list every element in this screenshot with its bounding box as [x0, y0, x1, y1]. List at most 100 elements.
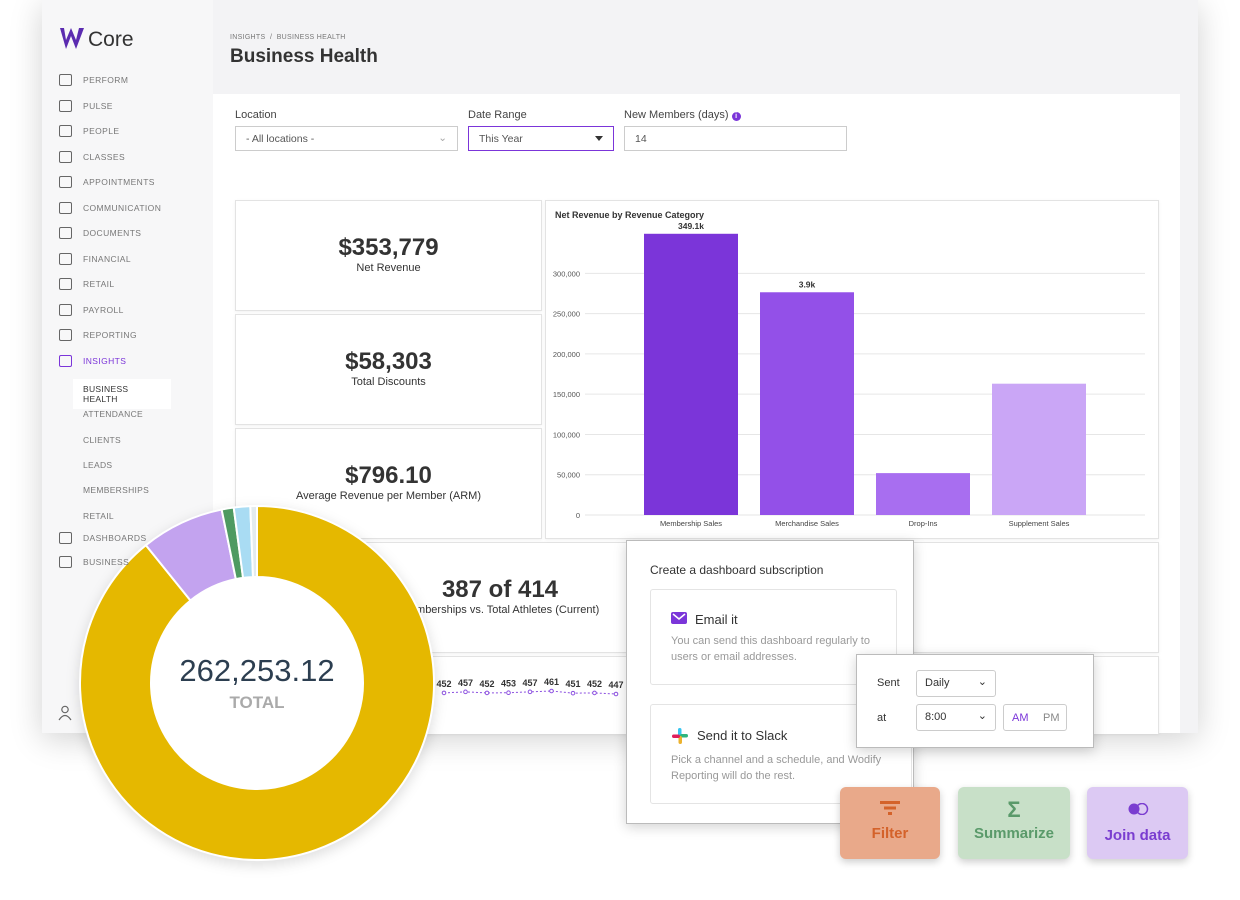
- location-select[interactable]: - All locations - ⌄: [235, 126, 458, 151]
- y-tick-label: 100,000: [553, 430, 580, 439]
- summarize-button[interactable]: Σ Summarize: [958, 787, 1070, 859]
- subnav-item[interactable]: RETAIL: [83, 510, 114, 521]
- bar: [760, 292, 854, 515]
- nav-icon: [59, 252, 72, 265]
- trend-chart: 452 457 452 453 457 461 451 452 447: [436, 677, 624, 697]
- subnav-item[interactable]: ATTENDANCE: [83, 409, 143, 420]
- at-label: at: [877, 712, 887, 724]
- nav-item[interactable]: BUSINESS: [83, 556, 130, 567]
- nav-item[interactable]: DASHBOARDS: [83, 532, 147, 543]
- bar-chart: Net Revenue by Revenue Category 0 50,000 10…: [553, 210, 1145, 528]
- button-label: Join data: [1104, 827, 1171, 844]
- trend-point: [613, 691, 619, 697]
- nav-icon: [59, 531, 72, 544]
- filter-label: New Members (days) i: [624, 109, 741, 121]
- kpi-label: Net Revenue: [356, 262, 421, 274]
- kpi-card: $58,303 Total Discounts: [235, 314, 542, 425]
- nav-icon: [59, 329, 72, 341]
- donut-total-label: TOTAL: [229, 693, 284, 712]
- kpi-value: $58,303: [345, 348, 432, 375]
- y-tick-label: 0: [576, 511, 580, 520]
- filter-button[interactable]: Filter: [840, 787, 940, 859]
- filter-label: Date Range: [468, 109, 527, 121]
- trend-point: [549, 688, 554, 694]
- trend-label: 453: [501, 679, 516, 689]
- kpi-card: $353,779 Net Revenue: [235, 200, 542, 311]
- trend-label: 452: [436, 679, 451, 689]
- nav-icon: [59, 303, 72, 316]
- bar: [876, 473, 970, 515]
- subnav-item[interactable]: LEADS: [83, 459, 113, 470]
- select-value: 8:00: [925, 711, 947, 723]
- trend-line: [443, 690, 617, 695]
- info-icon[interactable]: i: [731, 112, 741, 121]
- y-tick-label: 300,000: [553, 269, 580, 278]
- breadcrumb-item[interactable]: INSIGHTS: [230, 34, 266, 41]
- subnav-item[interactable]: MEMBERSHIPS: [83, 485, 150, 496]
- nav-icon: [59, 354, 72, 367]
- button-label: Summarize: [973, 825, 1055, 842]
- kpi-label: Memberships vs. Total Athletes (Current): [400, 604, 600, 616]
- option-description: Pick a channel and a schedule, and Wodif…: [671, 754, 882, 782]
- frequency-select[interactable]: Daily ⌄: [916, 670, 996, 697]
- nav-icon: [59, 176, 72, 188]
- select-value: - All locations -: [246, 133, 315, 145]
- nav-item[interactable]: CLASSES: [83, 151, 126, 162]
- nav-item[interactable]: RETAIL: [83, 279, 115, 289]
- join-icon: [1128, 802, 1148, 816]
- period-option[interactable]: AM: [1012, 712, 1029, 724]
- trend-label: 457: [458, 678, 473, 688]
- nav-item[interactable]: REPORTING: [83, 330, 137, 340]
- logo-mark: [60, 28, 84, 49]
- period-option[interactable]: PM: [1043, 712, 1060, 724]
- nav-icon: [59, 74, 72, 86]
- nav-item[interactable]: APPOINTMENTS: [83, 177, 155, 187]
- y-tick-label: 50,000: [557, 471, 580, 480]
- nav-item[interactable]: PEOPLE: [83, 126, 120, 136]
- filter-label-text: New Members (days): [624, 109, 729, 121]
- days-input[interactable]: 14: [624, 126, 847, 151]
- trend-point: [527, 689, 533, 695]
- x-tick-label: Merchandise Sales: [775, 519, 839, 528]
- nav-item[interactable]: PERFORM: [83, 75, 129, 85]
- subnav-item[interactable]: CLIENTS: [83, 434, 121, 445]
- trend-point: [484, 690, 490, 696]
- logo-text: Core: [88, 28, 134, 51]
- slack-icon: [672, 728, 688, 744]
- trend-label: 457: [522, 678, 537, 688]
- time-select[interactable]: 8:00 ⌄: [916, 704, 996, 731]
- date-range-select[interactable]: This Year: [468, 126, 614, 151]
- x-tick-label: Membership Sales: [660, 519, 722, 528]
- nav-item[interactable]: INSIGHTS: [83, 355, 127, 366]
- trend-point: [592, 690, 597, 696]
- subnav-item[interactable]: BUSINESS HEALTH: [73, 379, 171, 409]
- select-value: Daily: [925, 677, 950, 689]
- trend-label: 452: [479, 679, 494, 689]
- filter-label: Location: [235, 109, 277, 121]
- kpi: 387 of 414 Memberships vs. Total Athletes…: [330, 576, 670, 616]
- kpi-value: 387 of 414: [441, 576, 559, 603]
- join-button[interactable]: Join data: [1087, 787, 1188, 859]
- user-icon[interactable]: [58, 705, 72, 721]
- x-tick-label: Drop-Ins: [909, 519, 938, 528]
- breadcrumb: INSIGHTS / BUSINESS HEALTH: [230, 34, 346, 41]
- y-tick-label: 250,000: [553, 310, 580, 319]
- nav-icon: [59, 125, 72, 137]
- nav-item[interactable]: DOCUMENTS: [83, 228, 142, 238]
- nav-item[interactable]: FINANCIAL: [83, 253, 131, 264]
- y-tick-label: 200,000: [553, 350, 580, 359]
- email-icon: [671, 612, 687, 624]
- donut-chart: 262,253.12 TOTAL: [78, 504, 436, 866]
- schedule-popup: Sent Daily ⌄ at 8:00 ⌄ AM PM: [856, 654, 1094, 748]
- nav-item[interactable]: PULSE: [83, 100, 113, 111]
- filter-icon: [880, 801, 900, 815]
- trend-point: [570, 690, 576, 696]
- x-tick-label: Supplement Sales: [1009, 519, 1070, 528]
- y-tick-label: 150,000: [553, 390, 580, 399]
- nav-item[interactable]: COMMUNICATION: [83, 202, 162, 213]
- nav-item[interactable]: PAYROLL: [83, 304, 124, 315]
- trend-point: [463, 689, 468, 695]
- email-option[interactable]: Email it You can send this dashboard reg…: [650, 589, 897, 685]
- kpi-value: $796.10: [345, 462, 432, 489]
